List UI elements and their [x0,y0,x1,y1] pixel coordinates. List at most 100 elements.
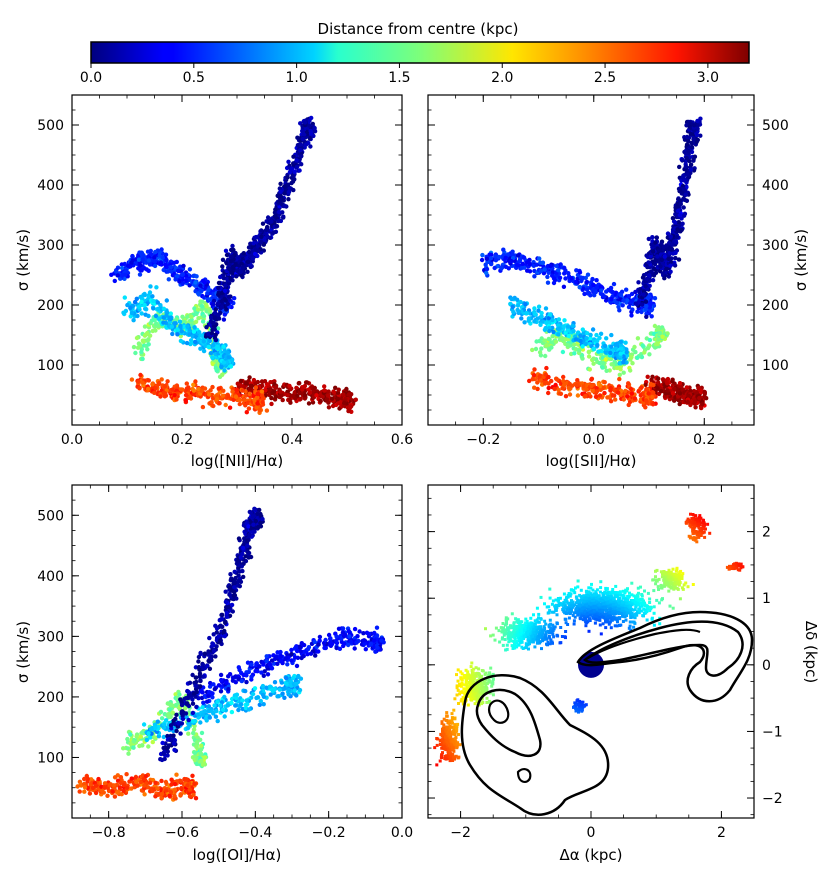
data-point [635,355,640,360]
data-point [167,793,172,798]
data-point [124,772,129,777]
data-point [282,191,287,196]
data-point [142,324,148,329]
data-point [189,314,194,319]
data-point [595,343,600,348]
data-point [140,730,145,735]
colorbar: Distance from centre (kpc) 0.0 0.5 1.0 1.5 2… [80,20,750,86]
data-point [530,347,535,353]
data-point [613,397,618,402]
data-point [155,786,160,791]
data-point [193,280,198,285]
data-point [298,148,303,153]
data-point [271,230,277,235]
data-point [170,387,175,392]
data-point [609,332,614,338]
data-point [532,319,537,324]
ylabel-nii: σ (km/s) [14,229,32,291]
data-point [196,386,201,392]
data-point [152,255,157,260]
data-point [234,387,239,392]
data-point [484,256,489,261]
data-point [297,390,303,396]
data-point [298,154,304,159]
data-point [169,777,174,782]
axes-frame-sii [427,94,755,426]
data-point [228,276,233,281]
data-point [153,780,158,785]
data-point [247,375,252,380]
data-point [209,400,214,405]
data-point [233,394,239,399]
data-point [672,220,678,225]
data-point [534,339,539,344]
data-point [170,331,175,337]
data-point [580,275,586,281]
data-point [610,290,615,295]
data-point [131,745,136,750]
data-point [664,243,669,248]
data-point [586,290,592,296]
data-point [644,314,649,319]
data-point [665,331,670,336]
data-point [187,283,192,288]
data-point [117,785,123,790]
y-tick-label: 200 [762,298,789,314]
data-point [112,775,118,780]
data-point [238,378,244,384]
data-point [154,285,159,290]
data-point [134,296,139,301]
data-point [216,285,221,291]
data-point [581,286,586,291]
data-point [306,401,312,406]
data-point [558,391,564,396]
data-point [539,336,544,341]
data-point [209,331,215,336]
data-point [651,390,656,395]
data-point [227,405,233,410]
data-point [556,387,561,393]
data-point [604,289,609,294]
data-point [527,257,532,263]
data-point [199,288,204,294]
data-point [554,377,560,382]
data-point [635,309,640,314]
data-point [196,336,201,342]
data-point [613,345,618,351]
data-point [302,120,308,125]
data-point [702,394,707,399]
data-point [119,265,125,271]
data-point [231,247,236,253]
data-point [620,303,625,308]
data-point [591,356,596,361]
data-point [525,268,530,273]
y-tick-label: 400 [37,178,64,194]
data-point [122,276,127,281]
data-point [623,340,628,345]
data-point [167,315,172,321]
data-point [220,372,225,377]
data-point [307,136,313,141]
data-point [269,401,274,407]
data-point [681,205,686,210]
data-point [534,262,539,267]
data-point [624,350,629,355]
data-point [140,380,145,385]
data-point [135,783,140,788]
data-point [621,370,626,375]
data-point [193,319,199,324]
data-point [593,394,599,399]
data-point [665,381,670,386]
data-point [134,335,140,341]
data-point [134,734,139,739]
data-point [121,746,126,751]
data-point [240,388,245,393]
data-point [147,262,153,267]
data-point [633,301,638,306]
data-point [221,388,226,393]
data-point [626,304,632,310]
data-point [696,385,701,391]
data-point [676,257,682,262]
data-point [130,253,135,259]
data-point [672,398,677,403]
